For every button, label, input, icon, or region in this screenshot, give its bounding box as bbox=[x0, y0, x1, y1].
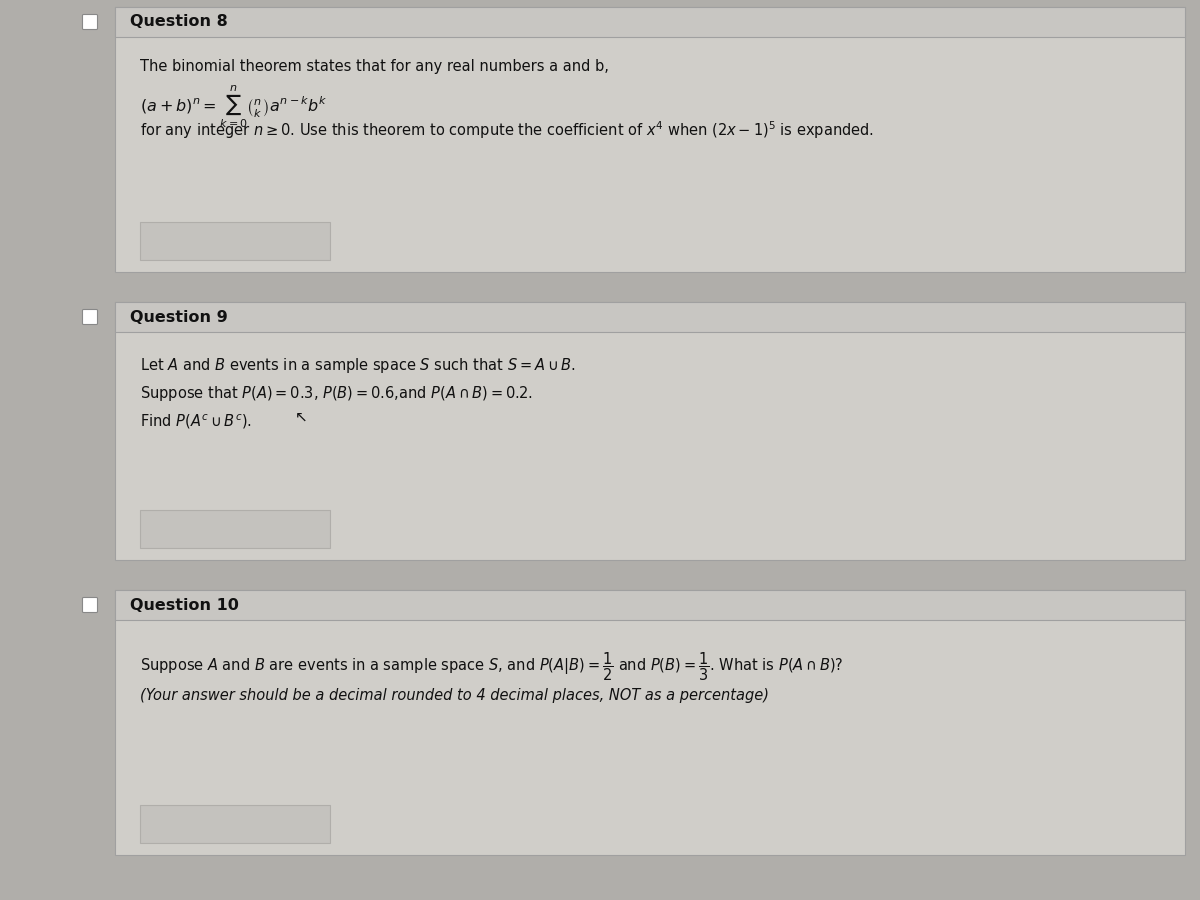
Text: Suppose $A$ and $B$ are events in a sample space $S$, and $P(A|B) = \dfrac{1}{2}: Suppose $A$ and $B$ are events in a samp… bbox=[140, 650, 844, 682]
FancyBboxPatch shape bbox=[83, 310, 97, 325]
FancyBboxPatch shape bbox=[115, 302, 1186, 560]
Text: Let $A$ and $B$ events in a sample space $S$ such that $S = A \cup B$.: Let $A$ and $B$ events in a sample space… bbox=[140, 356, 576, 375]
Text: (Your answer should be a decimal rounded to 4 decimal places, NOT as a percentag: (Your answer should be a decimal rounded… bbox=[140, 688, 769, 703]
FancyBboxPatch shape bbox=[115, 7, 1186, 272]
Text: ↖: ↖ bbox=[295, 410, 307, 425]
Text: Question 8: Question 8 bbox=[130, 14, 228, 30]
FancyBboxPatch shape bbox=[140, 510, 330, 548]
FancyBboxPatch shape bbox=[140, 222, 330, 260]
Text: $(a + b)^n = \sum_{k=0}^{n} \binom{n}{k} a^{n-k} b^k$: $(a + b)^n = \sum_{k=0}^{n} \binom{n}{k}… bbox=[140, 83, 328, 130]
FancyBboxPatch shape bbox=[115, 590, 1186, 855]
FancyBboxPatch shape bbox=[83, 598, 97, 613]
FancyBboxPatch shape bbox=[140, 805, 330, 843]
Text: Suppose that $P(A) = 0.3$, $P(B) = 0.6$,and $P(A \cap B) = 0.2$.: Suppose that $P(A) = 0.3$, $P(B) = 0.6$,… bbox=[140, 384, 533, 403]
FancyBboxPatch shape bbox=[115, 302, 1186, 332]
FancyBboxPatch shape bbox=[115, 590, 1186, 620]
Text: for any integer $n \geq 0$. Use this theorem to compute the coefficient of $x^4$: for any integer $n \geq 0$. Use this the… bbox=[140, 119, 874, 140]
Text: Question 10: Question 10 bbox=[130, 598, 239, 613]
FancyBboxPatch shape bbox=[115, 7, 1186, 37]
FancyBboxPatch shape bbox=[83, 14, 97, 30]
Text: Question 9: Question 9 bbox=[130, 310, 228, 325]
Text: Find $P(A^c \cup B^c)$.: Find $P(A^c \cup B^c)$. bbox=[140, 412, 252, 430]
Text: The binomial theorem states that for any real numbers a and b,: The binomial theorem states that for any… bbox=[140, 59, 608, 74]
